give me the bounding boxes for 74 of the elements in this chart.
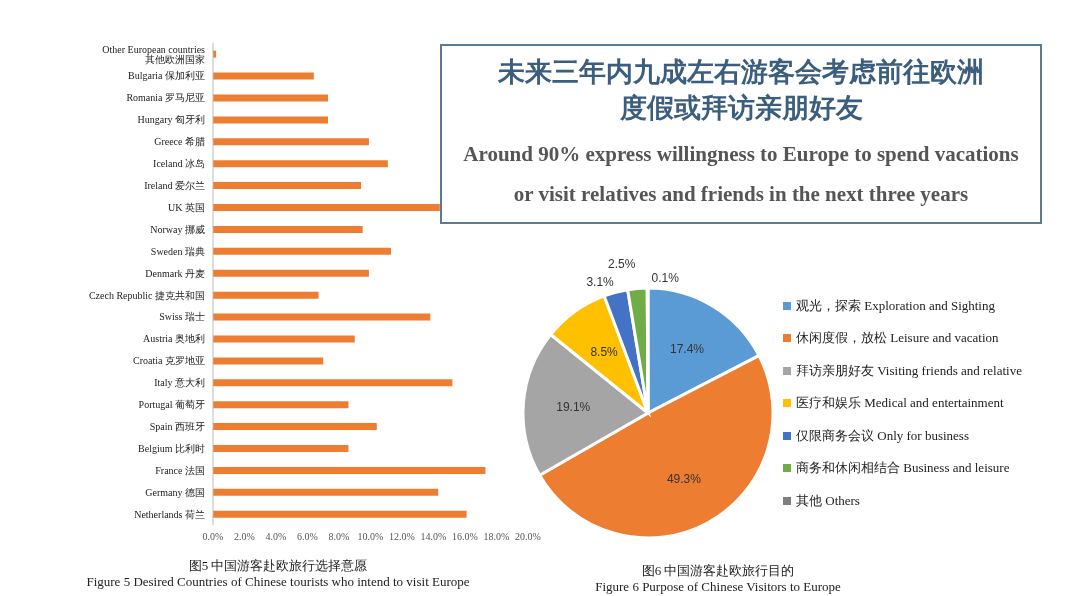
data-label: 8.5% — [590, 345, 619, 360]
bar — [213, 291, 319, 299]
y-tick-label: Germany 德国 — [145, 486, 205, 498]
bar — [213, 510, 467, 518]
text: 图6 中国游客赴欧旅行目的 — [640, 563, 796, 579]
data-label: 17.4% — [669, 341, 705, 356]
y-tick-label: Belgium 比利时 — [138, 442, 205, 454]
bar — [213, 160, 388, 168]
bar — [213, 72, 314, 80]
bar — [213, 138, 369, 146]
legend-label: 拜访亲朋好友 Visiting friends and relative — [796, 361, 1022, 380]
y-tick-label: Croatia 克罗地亚 — [133, 355, 205, 367]
y-tick-label: Czech Republic 捷克共和国 — [88, 289, 205, 301]
y-tick-label: Portugal 葡萄牙 — [138, 399, 205, 411]
bar — [213, 247, 391, 255]
y-tick-label: Austria 奥地利 — [143, 333, 205, 345]
y-tick-label: Bulgaria 保加利亚 — [128, 70, 205, 82]
data-label: 2.5% — [608, 257, 636, 272]
x-tick-label: 8.0% — [328, 531, 350, 543]
bar — [213, 116, 328, 124]
bar — [213, 423, 377, 431]
bar — [213, 269, 369, 277]
y-tick-label: Romania 罗马尼亚 — [126, 92, 205, 104]
y-tick-label: Italy 意大利 — [154, 377, 205, 389]
data-label: 49.3% — [666, 471, 702, 486]
bar — [213, 94, 328, 102]
x-tick-label: 18.0% — [483, 531, 510, 543]
y-tick-label: Netherlands 荷兰 — [134, 508, 205, 520]
bar — [213, 225, 363, 233]
y-tick-label: Sweden 瑞典 — [150, 245, 205, 257]
y-tick-label: Greece 希腊 — [154, 136, 205, 148]
text: Figure 6 Purpose of Chinese Visitors to Europe — [594, 579, 842, 595]
bar — [213, 401, 349, 409]
data-label: 19.1% — [556, 400, 591, 415]
x-tick-label: 10.0% — [357, 531, 384, 543]
y-tick-label: Denmark 丹麦 — [145, 267, 205, 279]
bar — [213, 182, 362, 190]
bar — [213, 313, 431, 321]
y-tick-label: Spain 西班牙 — [149, 420, 205, 432]
text: 未来三年内九成左右游客会考虑前往欧洲度假或拜访亲朋好友 — [497, 56, 985, 125]
x-tick-label: 2.0% — [234, 531, 255, 543]
y-tick-label: Norway 挪威 — [150, 223, 205, 235]
bar — [213, 357, 324, 365]
y-tick-label: UK 英国 — [168, 201, 205, 213]
text: Figure 5 Desired Countries of Chinese tourists who intend to visit Europe — [85, 574, 471, 590]
y-tick-label: Hungary 匈牙利 — [137, 114, 205, 126]
legend-label: 休闲度假，放松 Leisure and vacation — [796, 329, 999, 347]
data-label: 3.1% — [586, 275, 615, 290]
bar — [213, 379, 453, 387]
x-tick-label: 0.0% — [202, 531, 224, 543]
legend-label: 其他 Others — [796, 491, 860, 510]
y-tick-label: Ireland 爱尔兰 — [144, 179, 205, 191]
y-tick-label: Other European countries 其他欧洲国家 — [102, 43, 206, 65]
bar — [213, 466, 486, 474]
y-tick-label: France 法国 — [155, 464, 205, 476]
x-tick-label: 12.0% — [389, 531, 415, 543]
legend-label: 医疗和娱乐 Medical and entertainment — [796, 394, 1004, 412]
text: 图5 中国游客赴欧旅行选择意愿 — [187, 558, 369, 574]
bar — [213, 488, 439, 496]
bar — [213, 204, 440, 212]
data-label: 0.1% — [651, 271, 680, 285]
bar — [213, 445, 349, 453]
x-tick-label: 20.0% — [515, 531, 541, 543]
x-tick-label: 16.0% — [452, 531, 478, 543]
legend-label: 观光，探索 Exploration and Sighting — [796, 296, 995, 315]
legend-label: 商务和休闲相结合 Business and leisure — [796, 459, 1010, 477]
x-tick-label: 14.0% — [420, 531, 447, 543]
y-tick-label: Swiss 瑞士 — [159, 311, 205, 323]
text: Around 90% express willingness to Europe to spend vacations or visit relatives and friends in the next three years — [462, 141, 1020, 208]
legend-label: 仅限商务会议 Only for business — [796, 426, 969, 445]
x-tick-label: 6.0% — [297, 531, 318, 543]
x-tick-label: 4.0% — [265, 531, 287, 543]
bar — [213, 335, 355, 343]
y-tick-label: Iceland 冰岛 — [153, 158, 205, 170]
